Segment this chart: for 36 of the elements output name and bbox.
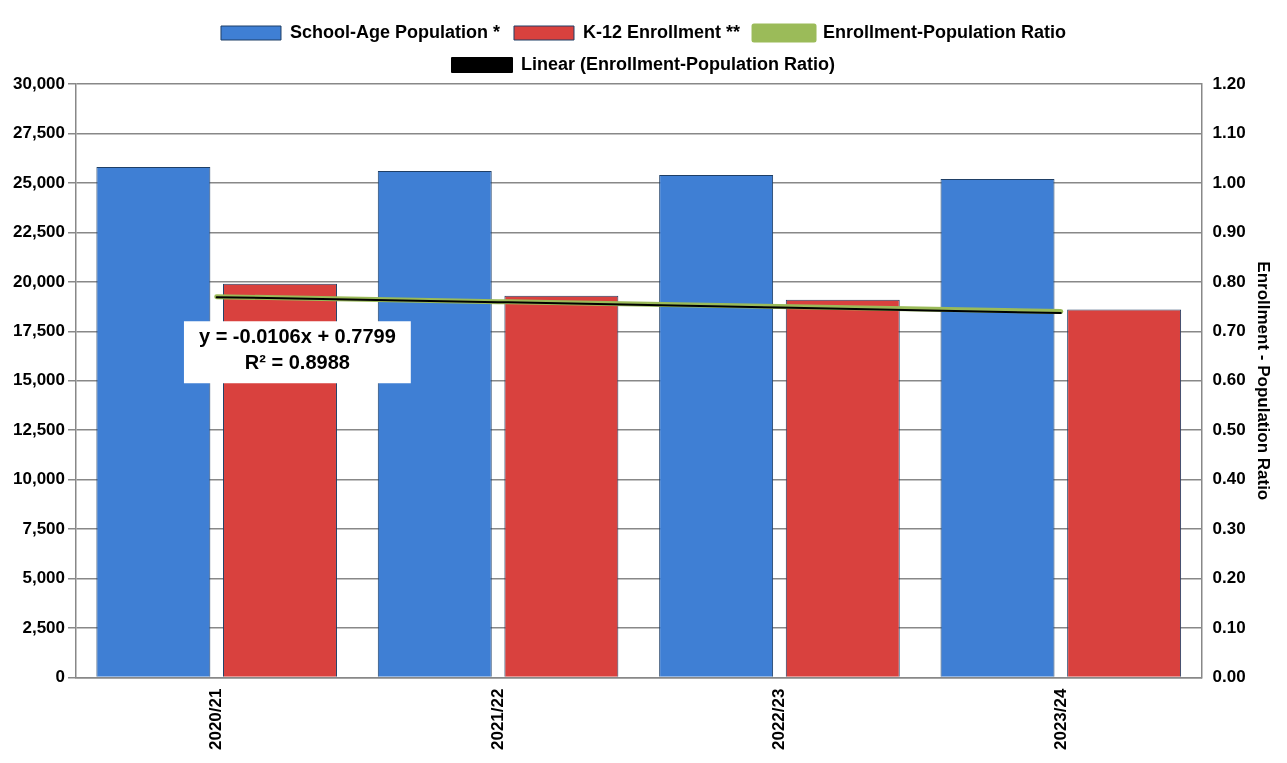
y-tick-label: 10,000 <box>13 469 65 489</box>
y2-tick-label: 0.00 <box>1212 667 1246 687</box>
y2-tick-label: 0.10 <box>1212 617 1246 637</box>
x-tick-label: 2021/22 <box>487 688 507 750</box>
y2-tick-label: 0.90 <box>1212 222 1246 242</box>
legend-label: Enrollment-Population Ratio <box>823 21 1067 42</box>
y-tick-label: 22,500 <box>13 222 65 242</box>
y2-tick-label: 1.10 <box>1212 123 1246 143</box>
y-tick-label: 30,000 <box>13 73 65 93</box>
legend-label: School-Age Population * <box>289 21 500 42</box>
y2-tick-label: 0.70 <box>1212 321 1246 340</box>
y-tick-label: 17,500 <box>13 321 65 340</box>
x-tick-label: 2020/21 <box>206 688 226 750</box>
y2-tick-label: 1.20 <box>1212 73 1246 93</box>
y2-tick-label: 0.50 <box>1212 419 1246 439</box>
y-tick-label: 25,000 <box>13 172 65 192</box>
y-tick-label: 7,500 <box>22 518 65 538</box>
y-tick-label: 20,000 <box>13 271 65 291</box>
y2-tick-label: 0.30 <box>1212 518 1246 538</box>
y2-tick-label: 1.00 <box>1212 172 1246 192</box>
y2-axis-title: Enrollment - Population Ratio <box>1254 261 1274 501</box>
x-tick-label: 2023/24 <box>1050 688 1070 750</box>
y-tick-label: 12,500 <box>13 419 65 439</box>
y-tick-label: 5,000 <box>22 568 65 588</box>
legend-label: K-12 Enrollment ** <box>582 21 741 42</box>
y2-tick-label: 0.20 <box>1212 568 1246 588</box>
legend-label: Linear (Enrollment-Population Ratio) <box>521 53 835 74</box>
y2-tick-label: 0.60 <box>1212 370 1246 390</box>
y-tick-label: 15,000 <box>13 370 65 390</box>
x-tick-label: 2022/23 <box>769 688 789 750</box>
y-tick-label: 27,500 <box>13 123 65 143</box>
y-tick-label: 0 <box>55 667 65 687</box>
y2-tick-label: 0.80 <box>1212 271 1246 291</box>
annotation: y = -0.0106x + 0.7799 R² = 0.8988 <box>198 324 396 373</box>
y2-tick-label: 0.40 <box>1212 469 1246 489</box>
y-tick-label: 2,500 <box>22 617 65 637</box>
